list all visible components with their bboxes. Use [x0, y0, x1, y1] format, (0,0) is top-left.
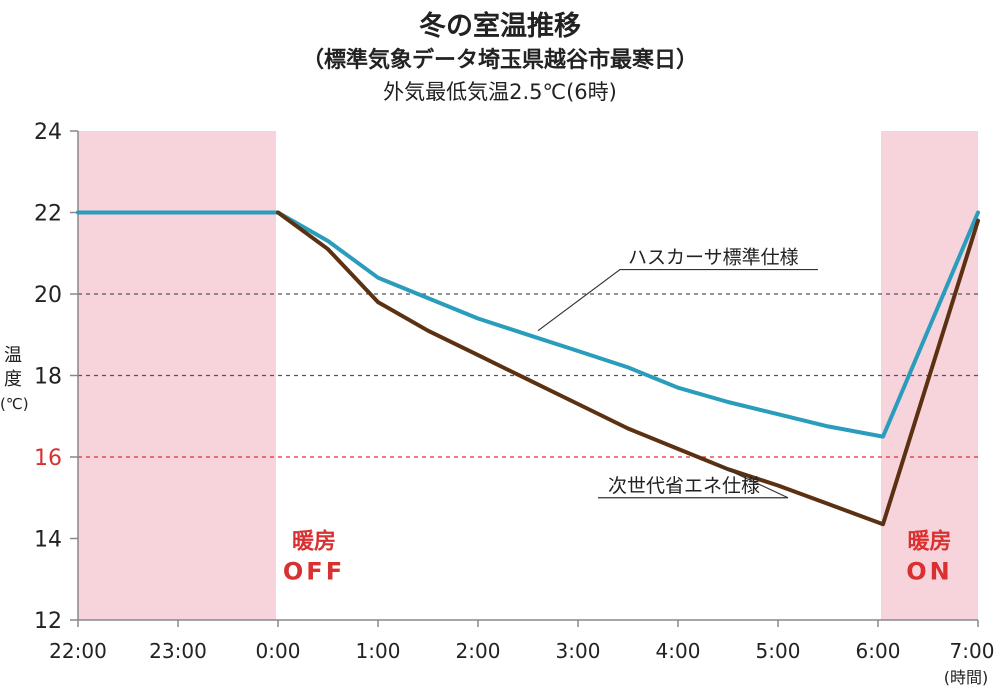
- y-tick-label-22: 22: [34, 202, 62, 227]
- y-tick-label-24: 24: [34, 120, 62, 145]
- series-label-1: 次世代省エネ仕様: [608, 475, 760, 497]
- chart-subtitle: （標準気象データ埼玉県越谷市最寒日）: [301, 48, 698, 73]
- series-line-0: [76, 210, 980, 439]
- x-tick-label-3: 1:00: [356, 639, 401, 663]
- y-tick-label-20: 20: [34, 283, 62, 308]
- x-axis-unit: (時間): [944, 668, 989, 687]
- x-tick-label-7: 5:00: [756, 639, 801, 663]
- x-tick-label-5: 3:00: [556, 639, 601, 663]
- x-tick-label-6: 4:00: [656, 639, 701, 663]
- y-tick-label-14: 14: [34, 528, 62, 553]
- x-tick-label-2: 0:00: [256, 639, 301, 663]
- heating-label-0-bottom: OFF: [283, 557, 345, 585]
- x-tick-label-4: 2:00: [456, 639, 501, 663]
- heating-label-1-top: 暖房: [907, 529, 951, 555]
- series-line-1: [276, 210, 980, 527]
- y-tick-label-18: 18: [34, 365, 62, 390]
- series-label-0: ハスカーサ標準仕様: [628, 247, 799, 269]
- chart-title: 冬の室温推移: [419, 11, 581, 42]
- y-axis-label-3: (℃): [0, 395, 29, 413]
- y-axis-label-1: 温: [4, 345, 22, 366]
- series-leader-1: [598, 464, 789, 499]
- heating-label-1-bottom: ON: [906, 557, 953, 585]
- y-tick-label-16: 16: [34, 446, 62, 471]
- y-axis-label-2: 度: [4, 369, 22, 390]
- series-leader-0: [537, 268, 818, 332]
- x-tick-label-1: 23:00: [149, 639, 207, 663]
- x-tick-label-8: 6:00: [856, 639, 901, 663]
- y-tick-label-12: 12: [34, 609, 62, 634]
- x-tick-label-0: 22:00: [49, 639, 107, 663]
- heating-label-0-top: 暖房: [292, 529, 336, 555]
- x-tick-label-9: 7:00: [950, 639, 995, 663]
- chart-note: 外気最低気温2.5℃(6時): [383, 80, 617, 104]
